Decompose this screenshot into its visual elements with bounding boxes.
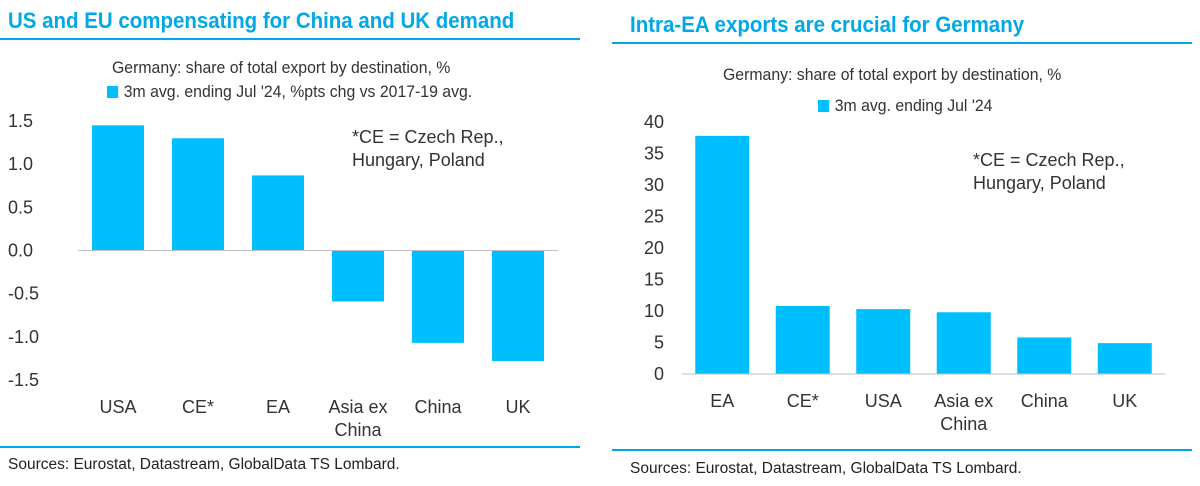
bar	[412, 250, 464, 343]
x-tick-label: China	[1021, 391, 1069, 411]
y-tick-label: 0.5	[8, 197, 33, 217]
right-title-rule	[612, 42, 1192, 44]
bar	[856, 309, 911, 374]
y-tick-label: 30	[644, 175, 664, 195]
bar	[252, 175, 304, 251]
bar	[172, 138, 224, 251]
right-legend-label: 3m avg. ending Jul '24	[834, 96, 993, 115]
left-legend-label: 3m avg. ending Jul '24, %pts chg vs 2017…	[123, 82, 473, 101]
y-tick-label: 0	[654, 364, 664, 384]
bar	[1097, 343, 1152, 374]
right-chart-note: *CE = Czech Rep., Hungary, Poland	[973, 149, 1125, 195]
left-title-rule	[0, 38, 580, 40]
x-tick-label: USA	[99, 397, 136, 417]
left-bar-chart: 1.5 1.0 0.5 0.0 -0.5 -1.0 -1.5 USA CE* EA Asia ex C…	[8, 111, 558, 440]
legend-swatch	[818, 100, 830, 112]
left-chart-source: Sources: Eurostat, Datastream, GlobalDat…	[8, 456, 400, 473]
right-chart-source: Sources: Eurostat, Datastream, GlobalDat…	[630, 460, 1022, 477]
x-tick-label: China	[414, 397, 462, 417]
right-chart-title: Intra-EA exports are crucial for Germany	[630, 12, 1025, 37]
x-tick-label: EA	[710, 391, 734, 411]
y-tick-label: -1.5	[8, 370, 39, 390]
bar	[1017, 337, 1072, 374]
y-tick-label: 25	[644, 207, 664, 227]
left-chart-panel: US and EU compensating for China and UK …	[0, 0, 588, 486]
right-note-line-2: Hungary, Poland	[973, 173, 1106, 193]
bar	[492, 250, 544, 362]
right-source-rule	[612, 449, 1192, 451]
left-note-line-2: Hungary, Poland	[352, 150, 485, 170]
right-chart-legend: 3m avg. ending Jul '24	[818, 96, 992, 116]
y-tick-label: 40	[644, 112, 664, 132]
bar	[695, 135, 750, 374]
x-tick-label: Asia ex	[934, 391, 993, 411]
x-tick-label: China	[334, 420, 382, 440]
left-chart-note: *CE = Czech Rep., Hungary, Poland	[352, 126, 504, 172]
x-tick-label: CE*	[787, 391, 819, 411]
y-tick-label: 1.0	[8, 154, 33, 174]
right-chart-subtitle: Germany: share of total export by destin…	[723, 65, 1062, 84]
x-tick-label: CE*	[182, 397, 214, 417]
y-tick-label: 0.0	[8, 241, 33, 261]
left-chart-subtitle: Germany: share of total export by destin…	[112, 58, 451, 77]
y-tick-label: 35	[644, 144, 664, 164]
bar	[936, 312, 991, 374]
x-tick-label: UK	[1112, 391, 1137, 411]
bar	[92, 125, 144, 251]
left-chart-legend: 3m avg. ending Jul '24, %pts chg vs 2017…	[107, 82, 472, 102]
x-tick-label: USA	[865, 391, 902, 411]
y-tick-label: 15	[644, 270, 664, 290]
x-tick-label: UK	[505, 397, 530, 417]
left-source-rule	[0, 446, 580, 448]
x-tick-label: China	[940, 414, 988, 434]
right-chart-panel: Intra-EA exports are crucial for Germany…	[612, 0, 1200, 486]
bar	[332, 250, 384, 302]
bar	[775, 305, 830, 374]
y-tick-label: 5	[654, 333, 664, 353]
y-tick-label: -0.5	[8, 284, 39, 304]
left-chart-title: US and EU compensating for China and UK …	[8, 8, 515, 33]
y-tick-label: 1.5	[8, 111, 33, 131]
left-note-line-1: *CE = Czech Rep.,	[352, 127, 504, 147]
right-bar-chart: 40 35 30 25 20 15 10 5 0 EA CE* USA Asia ex China Chin…	[644, 112, 1165, 434]
legend-swatch	[107, 86, 119, 98]
y-tick-label: 20	[644, 238, 664, 258]
x-tick-label: EA	[266, 397, 290, 417]
y-tick-label: -1.0	[8, 327, 39, 347]
x-tick-label: Asia ex	[328, 397, 387, 417]
right-note-line-1: *CE = Czech Rep.,	[973, 150, 1125, 170]
y-tick-label: 10	[644, 301, 664, 321]
